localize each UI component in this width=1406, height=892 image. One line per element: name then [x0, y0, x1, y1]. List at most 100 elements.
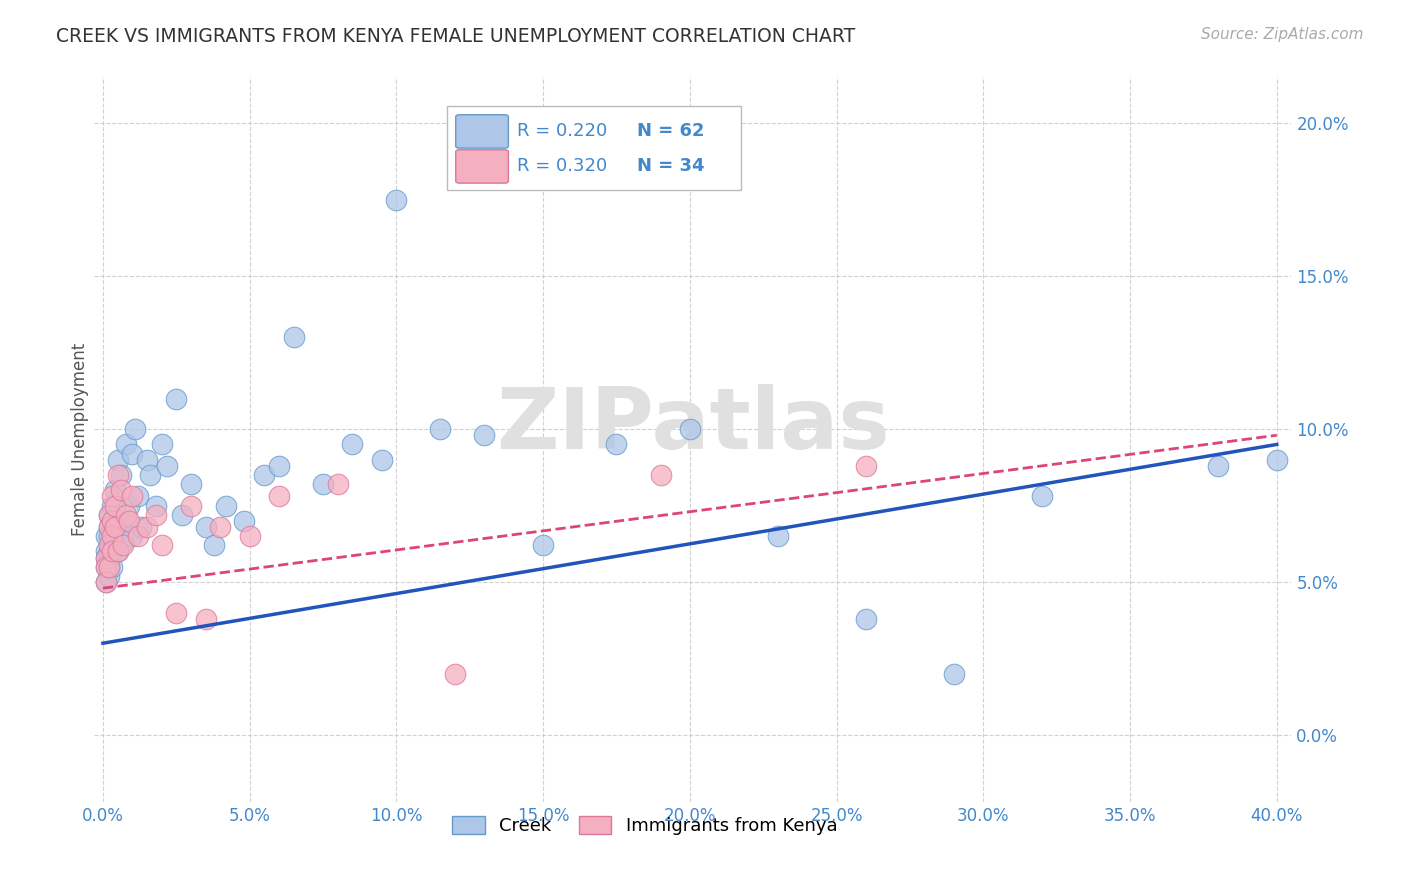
Point: [115, 437, 138, 451]
Point: [104, 529, 127, 543]
Point: [118, 499, 141, 513]
Point: [326, 477, 349, 491]
Point: [107, 468, 129, 483]
Point: [97, 529, 120, 543]
Point: [679, 422, 702, 436]
Point: [267, 490, 290, 504]
Point: [107, 544, 129, 558]
Point: [194, 612, 217, 626]
Point: [136, 520, 159, 534]
Point: [232, 514, 254, 528]
Point: [121, 490, 143, 504]
Text: N = 62: N = 62: [637, 122, 704, 140]
Point: [97, 520, 120, 534]
Point: [209, 520, 232, 534]
Point: [100, 544, 122, 558]
Point: [267, 458, 290, 473]
Point: [180, 477, 202, 491]
Point: [253, 468, 276, 483]
Point: [342, 437, 364, 451]
Point: [100, 490, 122, 504]
Point: [444, 666, 467, 681]
Point: [312, 477, 335, 491]
Point: [127, 490, 149, 504]
Point: [112, 538, 135, 552]
Point: [139, 468, 162, 483]
Point: [136, 452, 159, 467]
Point: [115, 508, 138, 522]
Point: [104, 483, 127, 498]
Point: [129, 520, 152, 534]
Point: [97, 538, 120, 552]
Point: [97, 569, 120, 583]
Point: [104, 499, 127, 513]
Text: Source: ZipAtlas.com: Source: ZipAtlas.com: [1201, 27, 1364, 42]
Point: [94, 559, 117, 574]
Point: [429, 422, 451, 436]
Legend: Creek, Immigrants from Kenya: Creek, Immigrants from Kenya: [443, 806, 846, 844]
Point: [94, 550, 117, 565]
Point: [124, 422, 146, 436]
Point: [385, 193, 408, 207]
Point: [1031, 490, 1053, 504]
Point: [239, 529, 262, 543]
Point: [855, 612, 877, 626]
Point: [531, 538, 554, 552]
Point: [943, 666, 966, 681]
Point: [605, 437, 627, 451]
Text: N = 34: N = 34: [637, 158, 704, 176]
Point: [94, 544, 117, 558]
Point: [121, 447, 143, 461]
Point: [94, 575, 117, 590]
Point: [97, 559, 120, 574]
Point: [766, 529, 789, 543]
Point: [97, 508, 120, 522]
Text: R = 0.220: R = 0.220: [517, 122, 607, 140]
Point: [107, 452, 129, 467]
Point: [97, 559, 120, 574]
Point: [172, 508, 194, 522]
Point: [97, 508, 120, 522]
Text: ZIPatlas: ZIPatlas: [496, 384, 890, 467]
Point: [150, 437, 173, 451]
Point: [150, 538, 173, 552]
Point: [180, 499, 202, 513]
Point: [127, 529, 149, 543]
Point: [97, 520, 120, 534]
Point: [94, 559, 117, 574]
Point: [474, 428, 496, 442]
Point: [650, 468, 672, 483]
Point: [194, 520, 217, 534]
Point: [165, 606, 187, 620]
Point: [94, 575, 117, 590]
Point: [100, 559, 122, 574]
Point: [100, 529, 122, 543]
Point: [145, 499, 167, 513]
Point: [107, 514, 129, 528]
Point: [110, 468, 132, 483]
Point: [283, 330, 305, 344]
Text: R = 0.320: R = 0.320: [517, 158, 607, 176]
Point: [204, 538, 226, 552]
Point: [94, 550, 117, 565]
Point: [1206, 458, 1229, 473]
Point: [215, 499, 238, 513]
Point: [112, 535, 135, 549]
Point: [100, 544, 122, 558]
Point: [100, 499, 122, 513]
Point: [100, 529, 122, 543]
Point: [145, 508, 167, 522]
Point: [1265, 452, 1288, 467]
Point: [97, 544, 120, 558]
Point: [165, 392, 187, 406]
Point: [156, 458, 179, 473]
FancyBboxPatch shape: [456, 150, 509, 183]
Point: [118, 514, 141, 528]
Point: [110, 520, 132, 534]
Point: [104, 520, 127, 534]
Y-axis label: Female Unemployment: Female Unemployment: [72, 343, 89, 536]
Point: [110, 483, 132, 498]
Point: [370, 452, 392, 467]
Text: CREEK VS IMMIGRANTS FROM KENYA FEMALE UNEMPLOYMENT CORRELATION CHART: CREEK VS IMMIGRANTS FROM KENYA FEMALE UN…: [56, 27, 855, 45]
FancyBboxPatch shape: [456, 115, 509, 148]
